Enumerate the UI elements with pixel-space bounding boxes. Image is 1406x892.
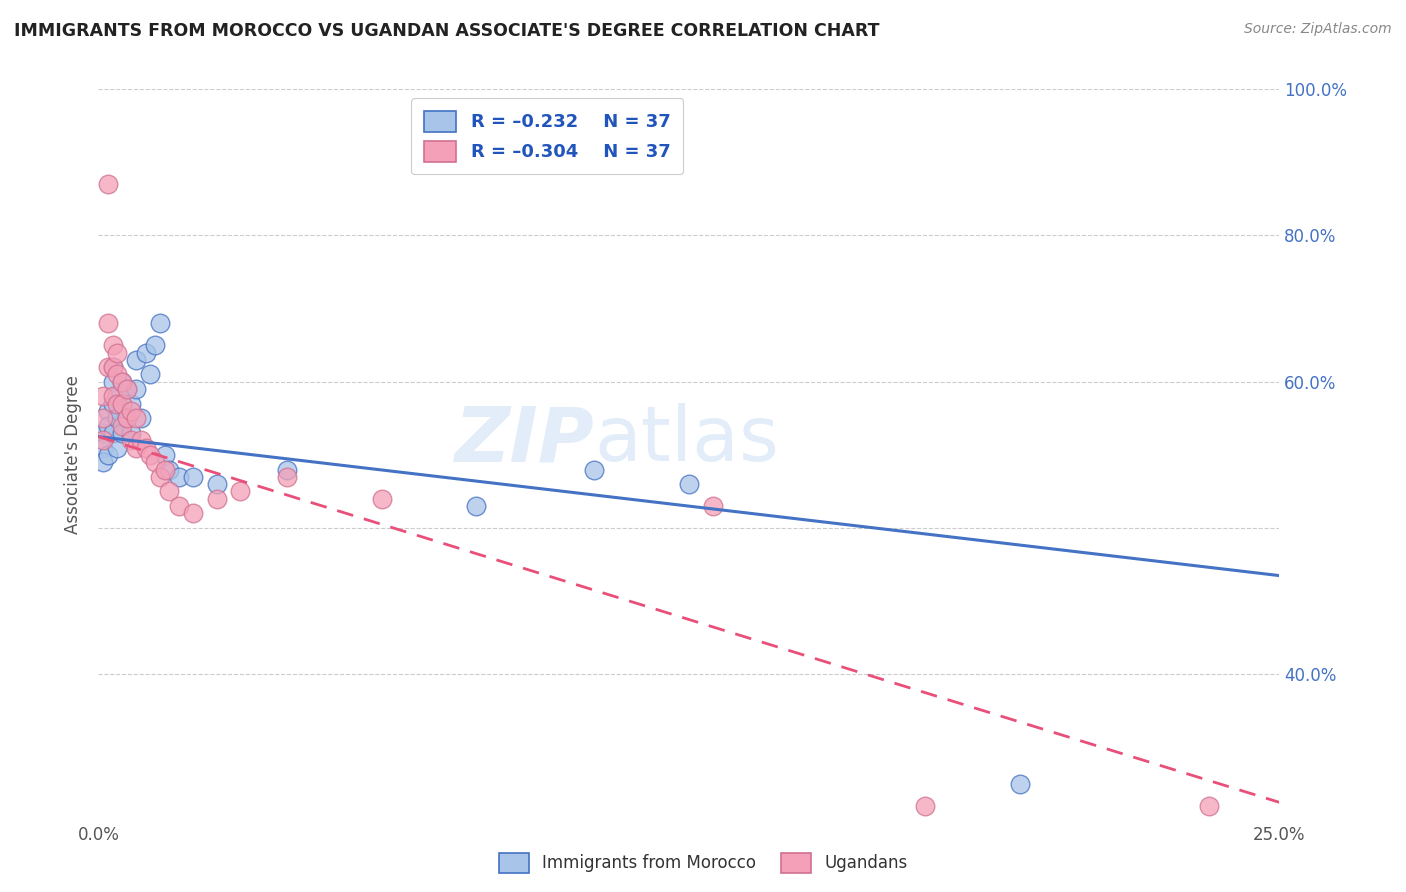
Point <box>678 477 700 491</box>
Point <box>101 338 124 352</box>
Point <box>229 484 252 499</box>
Point <box>143 338 166 352</box>
Point <box>371 491 394 506</box>
Point <box>91 441 114 455</box>
Point <box>91 425 114 440</box>
Point <box>205 477 228 491</box>
Point <box>105 368 128 382</box>
Point <box>129 411 152 425</box>
Point <box>115 411 138 425</box>
Point <box>157 484 180 499</box>
Point <box>91 434 114 448</box>
Point <box>143 455 166 469</box>
Point <box>153 448 176 462</box>
Point <box>149 470 172 484</box>
Point <box>91 389 114 403</box>
Point <box>105 389 128 403</box>
Point <box>157 462 180 476</box>
Point <box>111 397 134 411</box>
Legend: R = –0.232    N = 37, R = –0.304    N = 37: R = –0.232 N = 37, R = –0.304 N = 37 <box>411 98 683 174</box>
Point <box>583 462 606 476</box>
Point <box>1198 799 1220 814</box>
Point <box>101 425 124 440</box>
Point <box>115 382 138 396</box>
Point <box>97 448 120 462</box>
Point <box>115 382 138 396</box>
Point <box>91 455 114 469</box>
Point <box>111 375 134 389</box>
Point <box>181 470 204 484</box>
Text: ZIP: ZIP <box>454 403 595 477</box>
Point <box>101 375 124 389</box>
Point <box>149 316 172 330</box>
Text: Source: ZipAtlas.com: Source: ZipAtlas.com <box>1244 22 1392 37</box>
Point <box>125 441 148 455</box>
Point <box>276 462 298 476</box>
Point <box>115 411 138 425</box>
Point <box>105 397 128 411</box>
Point <box>121 434 143 448</box>
Point <box>702 499 724 513</box>
Point <box>105 345 128 359</box>
Point <box>153 462 176 476</box>
Point <box>167 470 190 484</box>
Point <box>105 441 128 455</box>
Text: IMMIGRANTS FROM MOROCCO VS UGANDAN ASSOCIATE'S DEGREE CORRELATION CHART: IMMIGRANTS FROM MOROCCO VS UGANDAN ASSOC… <box>14 22 880 40</box>
Point <box>181 507 204 521</box>
Point <box>205 491 228 506</box>
Point <box>914 799 936 814</box>
Point <box>97 418 120 433</box>
Point <box>101 360 124 375</box>
Point <box>121 425 143 440</box>
Point <box>111 397 134 411</box>
Point <box>139 368 162 382</box>
Point <box>135 441 157 455</box>
Point <box>125 352 148 367</box>
Point <box>125 382 148 396</box>
Point <box>91 411 114 425</box>
Point <box>1008 777 1031 791</box>
Point <box>111 425 134 440</box>
Point <box>101 397 124 411</box>
Point <box>139 448 162 462</box>
Point <box>97 360 120 375</box>
Point <box>97 404 120 418</box>
Point <box>125 411 148 425</box>
Point <box>276 470 298 484</box>
Point <box>111 418 134 433</box>
Point <box>129 434 152 448</box>
Legend: Immigrants from Morocco, Ugandans: Immigrants from Morocco, Ugandans <box>492 847 914 880</box>
Point <box>111 375 134 389</box>
Point <box>101 360 124 375</box>
Point <box>121 404 143 418</box>
Point <box>167 499 190 513</box>
Point <box>105 411 128 425</box>
Point <box>135 345 157 359</box>
Point <box>97 178 120 192</box>
Point <box>121 397 143 411</box>
Point <box>101 389 124 403</box>
Point <box>465 499 488 513</box>
Text: atlas: atlas <box>595 403 779 477</box>
Point <box>97 316 120 330</box>
Y-axis label: Associate's Degree: Associate's Degree <box>65 376 83 534</box>
